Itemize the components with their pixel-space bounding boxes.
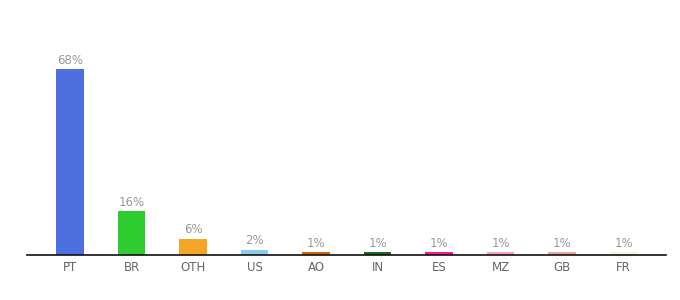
Bar — [180, 238, 207, 255]
Bar — [56, 69, 84, 255]
Text: 1%: 1% — [491, 237, 510, 250]
Bar — [487, 252, 514, 255]
Bar — [425, 252, 453, 255]
Text: 1%: 1% — [369, 237, 387, 250]
Text: 1%: 1% — [307, 237, 325, 250]
Text: 2%: 2% — [245, 234, 264, 247]
Bar — [610, 252, 637, 255]
Bar — [364, 252, 392, 255]
Text: 6%: 6% — [184, 224, 203, 236]
Text: 68%: 68% — [57, 54, 83, 67]
Bar — [302, 252, 330, 255]
Text: 1%: 1% — [553, 237, 571, 250]
Bar — [241, 250, 269, 255]
Text: 1%: 1% — [430, 237, 448, 250]
Text: 1%: 1% — [614, 237, 633, 250]
Bar — [548, 252, 576, 255]
Text: 16%: 16% — [118, 196, 145, 209]
Bar — [118, 211, 146, 255]
